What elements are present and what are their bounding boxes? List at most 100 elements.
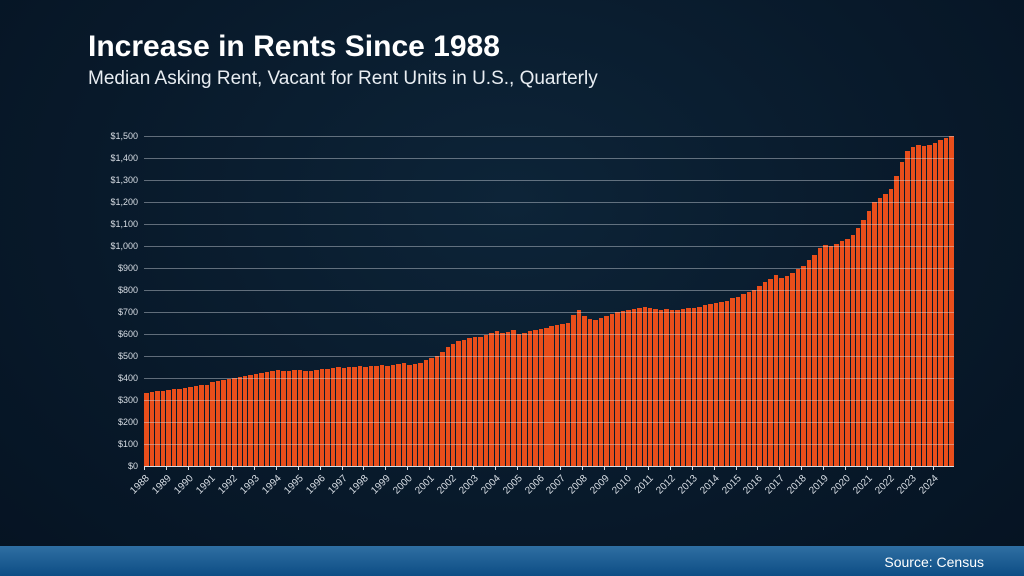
bar	[878, 198, 882, 466]
x-tick-label: 1998	[348, 473, 372, 497]
x-tick	[801, 466, 802, 470]
chart-subtitle: Median Asking Rent, Vacant for Rent Unit…	[88, 68, 598, 90]
x-tick	[626, 466, 627, 470]
x-tick	[889, 466, 890, 470]
bar	[528, 331, 532, 466]
bar	[325, 369, 329, 466]
y-tick-label: $1,200	[110, 197, 138, 207]
bar	[320, 369, 324, 466]
bar	[840, 241, 844, 467]
bar	[703, 305, 707, 466]
bar	[462, 340, 466, 467]
bar	[725, 301, 729, 466]
gridline	[144, 202, 954, 203]
bar	[539, 329, 543, 466]
x-tick	[451, 466, 452, 470]
gridline	[144, 180, 954, 181]
x-tick-label: 2017	[764, 473, 788, 497]
bar	[779, 278, 783, 466]
x-tick	[144, 466, 145, 470]
y-tick-label: $600	[118, 329, 138, 339]
bar	[369, 366, 373, 466]
bar	[818, 248, 822, 466]
bar	[796, 269, 800, 466]
x-tick	[276, 466, 277, 470]
x-tick	[210, 466, 211, 470]
gridline	[144, 136, 954, 137]
y-tick-label: $1,300	[110, 175, 138, 185]
x-tick-label: 2007	[545, 473, 569, 497]
bar	[336, 367, 340, 466]
bar	[889, 189, 893, 466]
x-tick-label: 2022	[873, 473, 897, 497]
bar	[303, 371, 307, 466]
x-tick-label: 2012	[654, 473, 678, 497]
x-tick	[779, 466, 780, 470]
slide: Increase in Rents Since 1988 Median Aski…	[0, 0, 1024, 576]
x-tick-label: 1993	[238, 473, 262, 497]
gridline	[144, 246, 954, 247]
x-tick-label: 2001	[413, 473, 437, 497]
bar	[883, 194, 887, 466]
x-tick-label: 2006	[523, 473, 547, 497]
bar	[511, 330, 515, 466]
bar	[801, 266, 805, 466]
bar	[637, 308, 641, 466]
gridline	[144, 334, 954, 335]
x-tick	[254, 466, 255, 470]
x-tick	[342, 466, 343, 470]
bar	[774, 275, 778, 466]
bar	[632, 309, 636, 466]
bar	[150, 392, 154, 466]
gridline	[144, 400, 954, 401]
x-tick	[823, 466, 824, 470]
x-tick-label: 2020	[829, 473, 853, 497]
bar	[248, 375, 252, 466]
gridline	[144, 158, 954, 159]
x-tick	[320, 466, 321, 470]
bar	[944, 138, 948, 466]
bar	[358, 366, 362, 466]
gridline	[144, 224, 954, 225]
bar	[456, 341, 460, 466]
x-tick-label: 1996	[304, 473, 328, 497]
x-tick-label: 2013	[676, 473, 700, 497]
x-tick-label: 2021	[851, 473, 875, 497]
bar	[298, 370, 302, 466]
bar	[385, 366, 389, 466]
bar	[276, 370, 280, 466]
x-tick	[407, 466, 408, 470]
bar	[506, 332, 510, 466]
bars-container	[144, 136, 954, 466]
bar	[446, 347, 450, 466]
x-tick	[845, 466, 846, 470]
gridline	[144, 268, 954, 269]
bar	[653, 309, 657, 466]
bar	[194, 386, 198, 466]
footer-band: Source: Census	[0, 546, 1024, 576]
bar	[900, 162, 904, 466]
bar	[938, 140, 942, 466]
bar	[867, 211, 871, 466]
bar	[736, 297, 740, 466]
bar	[396, 364, 400, 466]
bar	[714, 303, 718, 466]
x-tick-label: 1994	[260, 473, 284, 497]
bar	[413, 364, 417, 466]
x-tick	[363, 466, 364, 470]
x-tick-label: 2010	[610, 473, 634, 497]
bar	[933, 143, 937, 466]
x-tick-label: 1988	[129, 473, 153, 497]
x-tick	[670, 466, 671, 470]
gridline	[144, 356, 954, 357]
source-label: Source: Census	[884, 554, 984, 570]
y-tick-label: $1,100	[110, 219, 138, 229]
bar	[861, 220, 865, 466]
y-tick-label: $1,000	[110, 241, 138, 251]
bar	[911, 147, 915, 466]
x-tick	[867, 466, 868, 470]
bar	[807, 260, 811, 466]
bar	[615, 312, 619, 466]
bar	[281, 371, 285, 466]
x-tick-label: 1990	[173, 473, 197, 497]
